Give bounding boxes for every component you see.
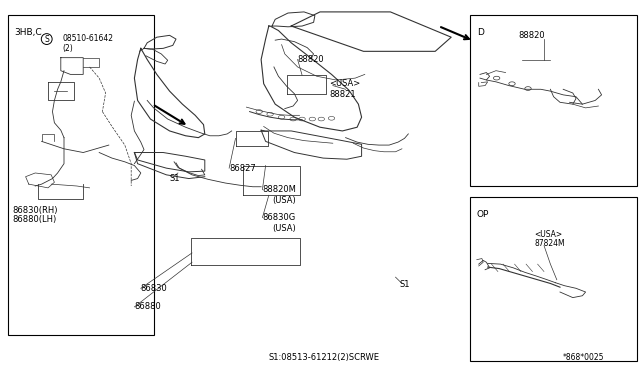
FancyBboxPatch shape [8,15,154,335]
Text: S: S [44,35,49,44]
Text: S1:08513-61212(2)SCRWE: S1:08513-61212(2)SCRWE [269,353,380,362]
Text: 88820: 88820 [298,55,324,64]
Text: 87824M: 87824M [534,239,565,248]
Text: 86830: 86830 [141,284,168,293]
Text: 88821: 88821 [330,90,356,99]
Text: 86880(LH): 86880(LH) [13,215,57,224]
Text: 88820: 88820 [518,31,545,40]
Text: 86827: 86827 [229,164,256,173]
Text: 88820M: 88820M [262,185,296,194]
Text: (USA): (USA) [272,196,296,205]
Text: 08510-61642: 08510-61642 [63,34,114,43]
Text: 86880: 86880 [134,302,161,311]
Text: 86830(RH): 86830(RH) [13,206,58,215]
Text: S1: S1 [170,174,180,183]
Text: S1: S1 [400,280,410,289]
Text: D: D [477,28,484,37]
Text: OP: OP [477,210,489,219]
Text: *868*0025: *868*0025 [563,353,605,362]
Text: <USA>: <USA> [330,79,361,88]
Text: <USA>: <USA> [534,230,563,239]
FancyBboxPatch shape [470,15,637,186]
FancyBboxPatch shape [470,197,637,361]
Text: (USA): (USA) [272,224,296,233]
Text: 3HB,C: 3HB,C [14,28,42,37]
Text: 86830G: 86830G [262,213,296,222]
Text: (2): (2) [63,44,74,53]
